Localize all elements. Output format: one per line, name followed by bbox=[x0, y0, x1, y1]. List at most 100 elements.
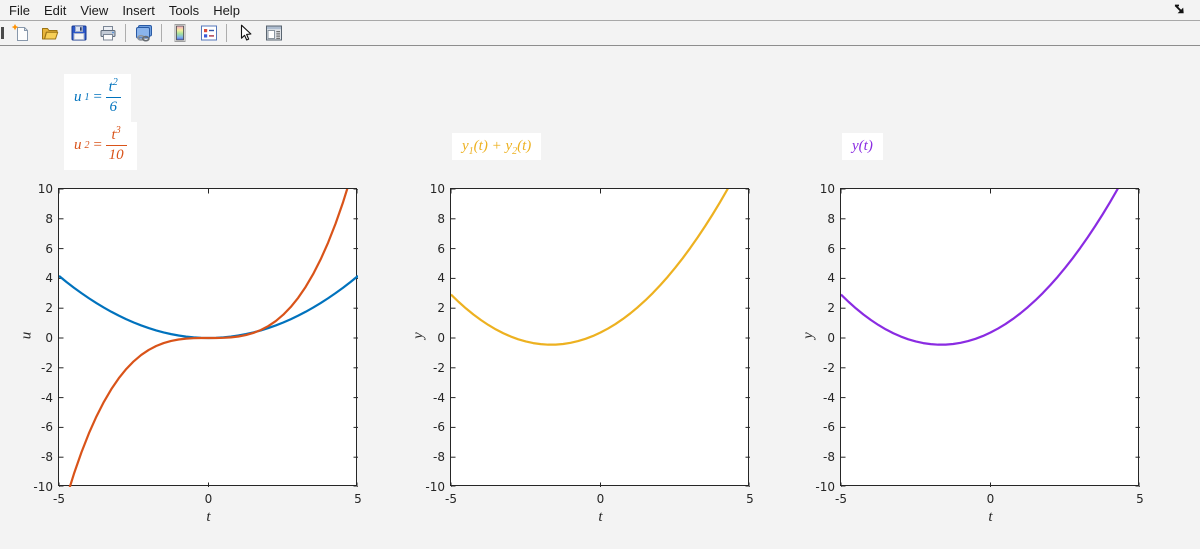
fraction: t2 6 bbox=[105, 77, 121, 117]
new-figure-icon bbox=[11, 24, 28, 41]
annotation-text: y bbox=[462, 138, 469, 154]
x-tick-label: 0 bbox=[596, 492, 605, 506]
u-plot: -5 0 5 10 8 6 4 2 0 -2 -4 -6 -8 -10 t u bbox=[19, 182, 362, 525]
open-file-button[interactable] bbox=[35, 22, 64, 44]
y-tick-label: 4 bbox=[45, 271, 53, 286]
colorbar-button[interactable] bbox=[165, 22, 194, 44]
toolbar bbox=[0, 21, 1200, 46]
y-tick-label: 2 bbox=[827, 301, 835, 316]
menu-help[interactable]: Help bbox=[213, 2, 240, 18]
y-tick-label: -6 bbox=[41, 420, 53, 435]
y-tick-label: -2 bbox=[433, 360, 445, 375]
u-plot-axes bbox=[59, 189, 358, 487]
y-tick-label: -6 bbox=[823, 420, 835, 435]
x-tick-label: -5 bbox=[445, 492, 457, 506]
x-tick-label: -5 bbox=[835, 492, 847, 506]
annotation-text: 1 bbox=[468, 146, 474, 157]
legend-button[interactable] bbox=[194, 22, 223, 44]
link-icon bbox=[135, 25, 152, 42]
fraction: t3 10 bbox=[105, 125, 127, 165]
y-tick-label: -4 bbox=[823, 390, 835, 405]
y-tick-label: 2 bbox=[45, 301, 53, 316]
annotation-text: u bbox=[74, 137, 82, 154]
y-plot-axes bbox=[841, 189, 1140, 487]
menu-edit[interactable]: Edit bbox=[43, 2, 67, 18]
x-tick-label: 5 bbox=[1136, 492, 1144, 506]
y-tick-label: -8 bbox=[823, 450, 835, 465]
y-tick-label: 0 bbox=[827, 331, 835, 345]
annotation-text: = bbox=[92, 89, 103, 106]
axes-properties-icon bbox=[265, 25, 282, 41]
annotation-text: 2 bbox=[112, 77, 118, 88]
x-tick-label: 0 bbox=[986, 492, 995, 506]
y-tick-label: 4 bbox=[437, 271, 445, 286]
colorbar-icon bbox=[174, 24, 185, 42]
y-tick-label: 8 bbox=[827, 211, 835, 226]
y-tick-label: 2 bbox=[437, 301, 445, 316]
print-figure-button[interactable] bbox=[93, 22, 122, 44]
dock-arrow-icon[interactable] bbox=[1170, 1, 1188, 19]
y1-plus-y2-curve bbox=[451, 189, 729, 346]
pointer-tool-button[interactable] bbox=[230, 22, 259, 44]
y-plot: -5 0 5 10 8 6 4 2 0 -2 -4 -6 -8 -10 t y bbox=[801, 182, 1144, 525]
menu-bar: File Edit View Insert Tools Help bbox=[0, 0, 1200, 21]
sum-title: y1(t) + y2(t) bbox=[452, 133, 542, 160]
annotation-text: t bbox=[108, 79, 113, 95]
toolbar-gripper bbox=[1, 27, 4, 39]
toolbar-separator bbox=[125, 24, 126, 42]
y-axis-label: y bbox=[410, 332, 427, 339]
toolbar-separator bbox=[161, 24, 162, 42]
axes-properties-button[interactable] bbox=[259, 22, 288, 44]
y-tick-label: -2 bbox=[41, 360, 53, 375]
y-curve bbox=[841, 189, 1119, 346]
y1-plus-y2-plot-axes bbox=[451, 189, 750, 487]
y-tick-label: -4 bbox=[41, 390, 53, 405]
y-tick-label: 8 bbox=[45, 211, 53, 226]
y-tick-label: 10 bbox=[429, 182, 445, 196]
link-button[interactable] bbox=[129, 22, 158, 44]
menu-insert[interactable]: Insert bbox=[122, 2, 155, 18]
menu-file[interactable]: File bbox=[9, 2, 30, 18]
legend-icon bbox=[200, 25, 217, 41]
y-tick-label: 4 bbox=[827, 271, 835, 286]
pointer-tool-icon bbox=[240, 24, 251, 41]
y-tick-label: -8 bbox=[433, 450, 445, 465]
y-title: y(t) bbox=[842, 133, 883, 160]
annotation-text: u bbox=[74, 89, 82, 106]
save-figure-icon bbox=[71, 25, 86, 41]
x-tick-label: 5 bbox=[354, 492, 362, 506]
save-figure-button[interactable] bbox=[64, 22, 93, 44]
open-file-icon bbox=[41, 28, 58, 40]
y1-plus-y2-plot: -5 0 5 10 8 6 4 2 0 -2 -4 -6 -8 -10 t y bbox=[411, 182, 754, 525]
annotation-text: (t) + y bbox=[473, 138, 513, 154]
y-axis-label: u bbox=[18, 331, 35, 340]
new-figure-button[interactable] bbox=[6, 22, 35, 44]
u1-curve bbox=[59, 275, 358, 340]
x-axis-label: t bbox=[988, 509, 993, 525]
y-tick-label: 0 bbox=[437, 331, 445, 345]
annotation-text: 2 bbox=[512, 146, 518, 157]
toolbar-separator bbox=[226, 24, 227, 42]
y-tick-label: 0 bbox=[45, 331, 53, 345]
y-tick-label: -10 bbox=[815, 480, 835, 494]
x-axis-label: t bbox=[598, 509, 603, 525]
annotation-text: 10 bbox=[108, 147, 124, 164]
y-tick-label: -4 bbox=[433, 390, 445, 405]
y-tick-label: 8 bbox=[437, 211, 445, 226]
menu-view[interactable]: View bbox=[80, 2, 109, 18]
y-tick-label: 6 bbox=[827, 241, 835, 256]
annotation-text: 6 bbox=[109, 99, 117, 116]
x-tick-label: 0 bbox=[204, 492, 213, 506]
menu-tools[interactable]: Tools bbox=[168, 2, 200, 18]
y-tick-label: 10 bbox=[37, 182, 53, 196]
y-tick-label: -10 bbox=[33, 480, 53, 494]
annotation-text: = bbox=[92, 137, 103, 154]
x-tick-label: -5 bbox=[53, 492, 65, 506]
x-tick-label: 5 bbox=[746, 492, 754, 506]
y-tick-label: -6 bbox=[433, 420, 445, 435]
annotation-text: 3 bbox=[115, 125, 121, 136]
u2-curve bbox=[68, 189, 349, 487]
